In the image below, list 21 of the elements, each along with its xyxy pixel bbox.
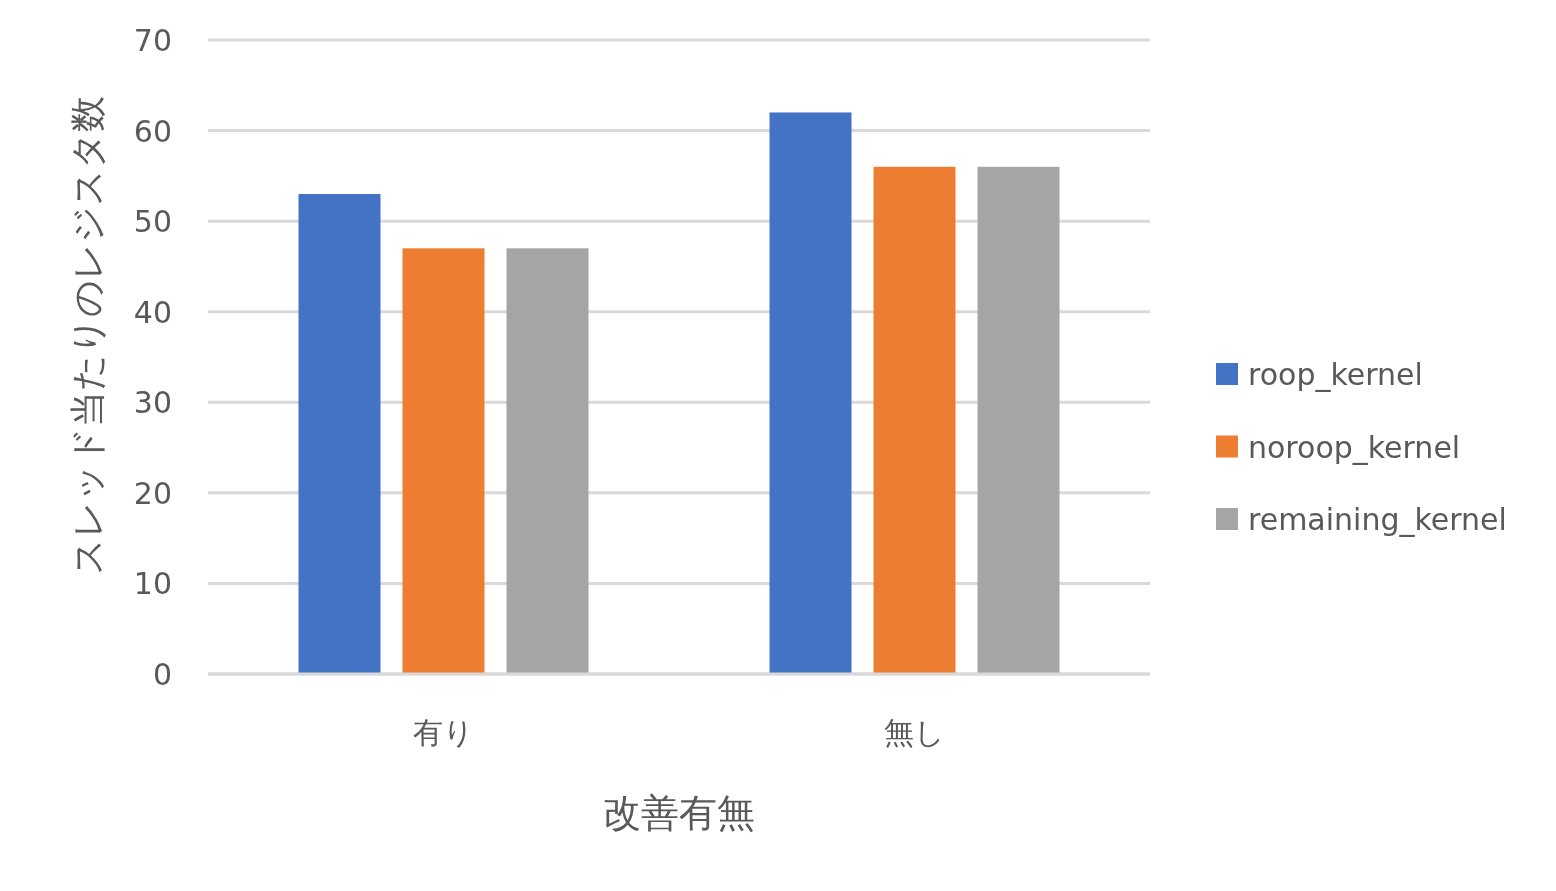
y-tick-label: 0 bbox=[152, 657, 172, 692]
bar bbox=[769, 112, 852, 674]
x-tick-label: 無し bbox=[884, 715, 945, 750]
bar bbox=[873, 166, 956, 674]
y-tick-label: 20 bbox=[133, 475, 172, 511]
y-axis-title: スレッド当たりのレジスタ数 bbox=[67, 95, 108, 575]
y-tick-label: 30 bbox=[133, 385, 172, 421]
bar bbox=[402, 248, 485, 674]
legend-label: roop_kernel bbox=[1248, 357, 1423, 392]
bar bbox=[298, 193, 381, 674]
bar bbox=[977, 166, 1060, 674]
y-tick-label: 10 bbox=[133, 566, 172, 602]
y-tick-label: 40 bbox=[133, 294, 172, 330]
legend-label: noroop_kernel bbox=[1248, 429, 1461, 465]
x-axis-title: 改善有無 bbox=[603, 791, 755, 835]
y-tick-label: 50 bbox=[133, 204, 172, 240]
bar bbox=[506, 248, 589, 674]
legend-label: remaining_kernel bbox=[1248, 502, 1507, 537]
y-tick-label: 60 bbox=[133, 113, 172, 149]
y-tick-label: 70 bbox=[133, 23, 172, 58]
x-tick-label: 有り bbox=[413, 715, 474, 750]
